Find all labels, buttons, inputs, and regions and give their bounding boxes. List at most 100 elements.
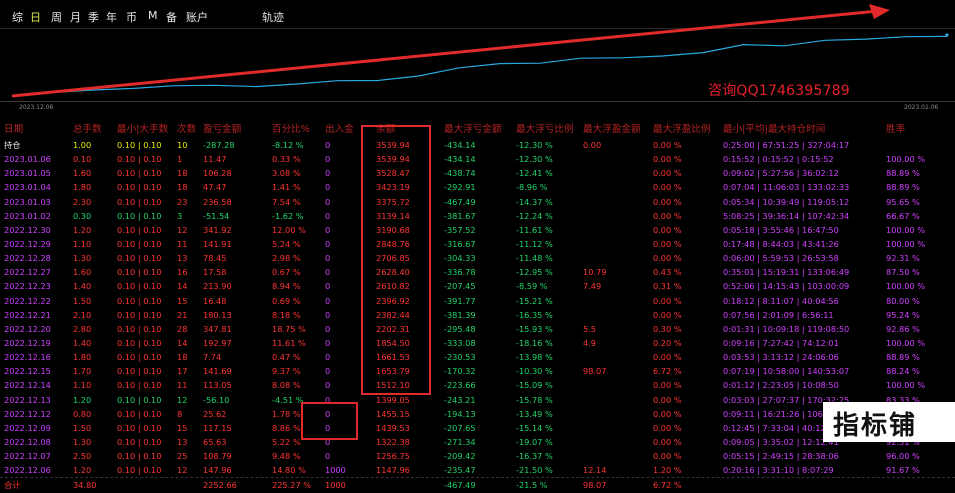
tab-7[interactable]: 币 xyxy=(126,11,137,24)
cell-lots: 1.10 xyxy=(73,238,92,249)
cell-mddp: -14.37 % xyxy=(516,196,553,207)
cell-minmax: 0.10 | 0.10 xyxy=(117,408,162,419)
cell-pnl: 106.28 xyxy=(203,168,232,179)
cell-balance: 1512.10 xyxy=(376,380,410,391)
cell-count: 28 xyxy=(177,323,188,334)
cell-minmax: 0.10 | 0.10 xyxy=(117,182,162,193)
cell-flow: 0 xyxy=(325,380,331,391)
cell-mddp: -11.48 % xyxy=(516,253,553,264)
tab-1[interactable]: 综 xyxy=(12,11,23,24)
cell-hold: 0:09:11 | 16:21:26 | 106:51:13 xyxy=(723,408,850,419)
cell-win: 88.24 % xyxy=(886,366,920,377)
cell-hold: 0:05:18 | 3:55:46 | 16:47:50 xyxy=(723,224,839,235)
cell-date: 2022.12.28 xyxy=(4,253,51,264)
cell-minmax: 0.10 | 0.10 xyxy=(117,196,162,207)
cell-win: 100.00 % xyxy=(886,154,926,165)
cell-mpfp: 0.00 % xyxy=(653,224,682,235)
tab-6[interactable]: 年 xyxy=(106,11,117,24)
cell-balance: 2628.40 xyxy=(376,267,410,278)
trend-arrow-head xyxy=(869,4,890,19)
cell-win: 92.86 % xyxy=(886,323,920,334)
cell-flow: 0 xyxy=(325,182,331,193)
cell-pnl: 213.90 xyxy=(203,281,232,292)
cell-mdd: -336.78 xyxy=(444,267,476,278)
cell-minmax: 0.10 | 0.10 xyxy=(117,323,162,334)
cell-mpf: 10.79 xyxy=(583,267,607,278)
cell-pct: 14.80 % xyxy=(272,465,306,476)
cell-hold: 0:03:53 | 3:13:12 | 24:06:06 xyxy=(723,352,839,363)
cell-lots: 2.10 xyxy=(73,309,92,320)
table-row: 2022.12.19 1.40 0.10 | 0.10 14 192.97 11.61 %… xyxy=(0,336,955,350)
chart-start-date: 2023.12.06 xyxy=(19,104,54,111)
cell-minmax: 最小|大手数 xyxy=(117,124,169,135)
table-row: 2022.12.20 2.80 0.10 | 0.10 28 347.81 18.75 %… xyxy=(0,322,955,336)
table-row: 2022.12.15 1.70 0.10 | 0.10 17 141.69 9.37 % 0… xyxy=(0,364,955,378)
cell-pct: 5.24 % xyxy=(272,238,301,249)
cell-lots: 1.60 xyxy=(73,168,92,179)
tab-track[interactable]: 轨迹 xyxy=(262,11,284,24)
cell-mddp: -12.24 % xyxy=(516,210,553,221)
cell-mpfp: 0.00 % xyxy=(653,196,682,207)
cell-lots: 1.30 xyxy=(73,253,92,264)
cell-mddp: -11.12 % xyxy=(516,238,553,249)
cell-date: 2022.12.21 xyxy=(4,309,51,320)
cell-mdd: -295.48 xyxy=(444,323,476,334)
cell-hold: 0:01:12 | 2:23:05 | 10:08:50 xyxy=(723,380,839,391)
tab-3[interactable]: 周 xyxy=(51,11,62,24)
cell-balance: 3539.94 xyxy=(376,140,410,150)
cell-lots: 1.40 xyxy=(73,337,92,348)
cell-pnl: 347.81 xyxy=(203,323,232,334)
cell-lots: 1.10 xyxy=(73,380,92,391)
cell-mpfp: 0.31 % xyxy=(653,281,682,292)
cell-minmax: 0.10 | 0.10 xyxy=(117,436,162,447)
cell-date: 2022.12.16 xyxy=(4,352,51,363)
tab-4[interactable]: 月 xyxy=(70,11,81,24)
cell-count: 15 xyxy=(177,422,188,433)
cell-mpfp: 0.00 % xyxy=(653,352,682,363)
cell-date: 2023.01.04 xyxy=(4,182,51,193)
cell-mpf: 0.00 xyxy=(583,140,602,150)
cell-mpf: 7.49 xyxy=(583,281,602,292)
cell-hold: 0:15:52 | 0:15:52 | 0:15:52 xyxy=(723,154,834,165)
tab-10[interactable]: 账户 xyxy=(186,11,208,24)
cell-mdd: -235.47 xyxy=(444,465,476,476)
cell-count: 12 xyxy=(177,224,188,235)
cell-pnl: 117.15 xyxy=(203,422,232,433)
table-row: 2022.12.14 1.10 0.10 | 0.10 11 113.05 8.08 % 0… xyxy=(0,378,955,392)
cell-flow: 0 xyxy=(325,323,331,334)
tab-9[interactable]: 备 xyxy=(166,11,177,24)
cell-win: 92.31 % xyxy=(886,253,920,264)
cell-lots: 1.50 xyxy=(73,295,92,306)
cell-flow: 0 xyxy=(325,337,331,348)
cell-minmax: 0.10 | 0.10 xyxy=(117,422,162,433)
tab-2[interactable]: 日 xyxy=(30,11,41,24)
table-row: 2022.12.23 1.40 0.10 | 0.10 14 213.90 8.94 % 0… xyxy=(0,279,955,293)
cell-pnl: 141.91 xyxy=(203,238,232,249)
cell-count: 25 xyxy=(177,451,188,462)
cell-count: 11 xyxy=(177,380,188,391)
cell-hold: 0:03:03 | 27:07:37 | 170:32:25 xyxy=(723,394,850,405)
cell-pnl: 盈亏金额 xyxy=(203,124,242,135)
table-row: 2022.12.30 1.20 0.10 | 0.10 12 341.92 12.00 %… xyxy=(0,223,955,237)
cell-win: 87.50 % xyxy=(886,267,920,278)
cell-mpfp: 0.00 % xyxy=(653,309,682,320)
cell-pct: -1.62 % xyxy=(272,210,304,221)
cell-minmax: 0.10 | 0.10 xyxy=(117,281,162,292)
cell-balance: 2396.92 xyxy=(376,295,410,306)
equity-end-dot xyxy=(945,33,949,37)
cell-mpfp: 最大浮盈比例 xyxy=(653,124,711,135)
cell-mddp: -13.49 % xyxy=(516,408,553,419)
tab-8[interactable]: M xyxy=(148,9,158,22)
tab-5[interactable]: 季 xyxy=(88,11,99,24)
cell-mdd: -467.49 xyxy=(444,480,476,491)
cell-minmax: 0.10 | 0.10 xyxy=(117,253,162,264)
cell-lots: 1.20 xyxy=(73,394,92,405)
cell-pct: 8.08 % xyxy=(272,380,301,391)
cell-mddp: -10.30 % xyxy=(516,366,553,377)
cell-count: 11 xyxy=(177,238,188,249)
cell-lots: 1.40 xyxy=(73,281,92,292)
table-row: 2023.01.02 0.30 0.10 | 0.10 3 -51.54 -1.62 % 0… xyxy=(0,209,955,223)
table-row: 2023.01.06 0.10 0.10 | 0.10 1 11.47 0.33 % 0 35… xyxy=(0,152,955,166)
cell-mdd: -209.42 xyxy=(444,451,476,462)
cell-mpfp: 0.00 % xyxy=(653,436,682,447)
